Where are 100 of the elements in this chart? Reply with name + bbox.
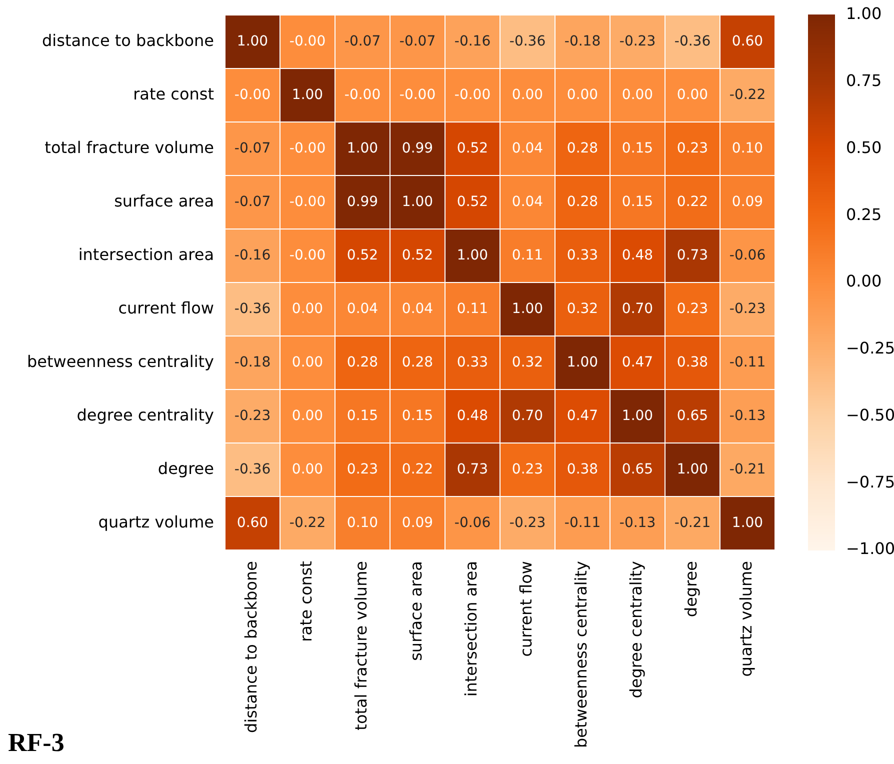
data-label: -0.16: [454, 33, 491, 50]
data-label: 0.32: [512, 354, 544, 370]
data-label: 0.47: [566, 408, 598, 424]
data-label: 0.23: [676, 140, 708, 156]
data-label: 0.70: [512, 408, 544, 424]
data-label: -0.13: [619, 514, 656, 531]
data-label: -0.07: [234, 194, 271, 210]
data-label: 0.38: [566, 461, 598, 478]
data-label: 0.04: [512, 194, 544, 210]
data-label: 1.00: [292, 86, 324, 103]
data-label: 0.04: [402, 300, 434, 317]
x-tick-label: rate const: [296, 561, 316, 642]
x-tick-label: intersection area: [462, 561, 481, 697]
x-tick-label: quartz volume: [736, 561, 756, 677]
data-label: -0.11: [564, 514, 601, 531]
data-label: 0.99: [402, 140, 434, 156]
data-label: 1.00: [676, 461, 708, 478]
data-label: -0.00: [234, 86, 271, 103]
color-bar-label: 0.50: [846, 138, 882, 157]
data-label: 0.00: [292, 354, 324, 370]
data-label: -0.00: [344, 86, 381, 103]
data-label: 0.00: [292, 461, 324, 478]
data-label: 0.28: [566, 194, 598, 210]
color-bar-label: 0.75: [846, 71, 882, 90]
data-label: 0.52: [402, 247, 434, 264]
data-label: 0.73: [456, 461, 488, 478]
data-label: 1.00: [346, 140, 378, 156]
data-label: 0.99: [346, 194, 378, 210]
color-bar-label: −0.75: [846, 472, 894, 492]
data-label: -0.11: [729, 354, 766, 370]
data-label: 0.22: [402, 461, 434, 478]
y-tick-label: betweenness centrality: [27, 352, 214, 371]
data-label: 0.28: [346, 354, 378, 370]
data-label: 0.00: [676, 86, 708, 103]
data-label: 0.52: [456, 194, 488, 210]
data-label: -0.06: [454, 514, 491, 531]
data-label: 0.15: [346, 408, 378, 424]
data-label: 0.09: [732, 194, 764, 210]
data-label: 0.28: [402, 354, 434, 370]
color-bar-label: 1.00: [846, 4, 882, 24]
data-label: 0.15: [622, 140, 654, 156]
data-label: 0.60: [732, 33, 764, 50]
data-label: -0.07: [234, 140, 271, 156]
data-label: 0.00: [622, 86, 654, 103]
y-tick-label: intersection area: [78, 244, 214, 264]
y-tick-label: quartz volume: [98, 512, 214, 532]
color-bar-label: 0.00: [846, 272, 882, 291]
data-label: -0.00: [289, 33, 326, 50]
data-label: 0.33: [566, 247, 598, 264]
data-label: -0.06: [729, 247, 766, 264]
y-tick-label: rate const: [133, 84, 214, 104]
data-label: -0.18: [564, 33, 601, 50]
data-label: 0.04: [512, 140, 544, 156]
x-tick-label: degree: [682, 561, 701, 618]
data-label: 0.33: [456, 354, 488, 370]
data-label: 0.09: [402, 514, 434, 531]
color-bar-label: −0.50: [846, 405, 894, 424]
data-label: 0.70: [622, 300, 654, 317]
data-label: 0.00: [512, 86, 544, 103]
data-label: -0.36: [674, 33, 711, 50]
data-label: 0.48: [622, 247, 654, 264]
data-label: -0.36: [234, 300, 271, 317]
x-tick-label: current flow: [516, 561, 536, 657]
data-label: 1.00: [512, 300, 544, 317]
data-label: -0.18: [234, 354, 271, 370]
y-tick-label: current flow: [118, 298, 214, 318]
y-tick-label: distance to backbone: [42, 30, 214, 50]
data-label: 0.00: [292, 408, 324, 424]
data-label: 0.15: [622, 194, 654, 210]
x-tick-label: degree centrality: [626, 561, 646, 698]
data-label: 0.65: [676, 408, 708, 424]
color-bar-label: −0.25: [846, 338, 894, 358]
data-label: 0.65: [622, 461, 654, 478]
data-label: 0.10: [732, 140, 764, 156]
data-label: 0.10: [346, 514, 378, 531]
data-label: 0.00: [292, 300, 324, 317]
data-label: 0.11: [456, 300, 488, 317]
data-label: -0.07: [344, 33, 381, 50]
data-label: -0.00: [289, 247, 326, 264]
data-label: 0.04: [346, 300, 378, 317]
data-label: 0.48: [456, 408, 488, 424]
data-label: -0.00: [454, 86, 491, 103]
x-tick-label: total fracture volume: [352, 561, 371, 730]
data-label: 0.52: [346, 247, 378, 264]
data-label: 0.38: [676, 354, 708, 370]
data-label: -0.23: [234, 408, 271, 424]
x-tick-label: betweenness centrality: [572, 561, 591, 748]
data-label: 0.11: [512, 247, 544, 264]
data-label: 0.60: [236, 514, 268, 531]
data-label: -0.36: [509, 33, 546, 50]
data-label: -0.00: [289, 140, 326, 156]
data-label: 1.00: [622, 408, 654, 424]
data-label: -0.36: [234, 461, 271, 478]
data-label: -0.21: [729, 461, 766, 478]
y-tick-label: surface area: [114, 191, 214, 210]
data-label: -0.13: [729, 408, 766, 424]
data-label: -0.23: [729, 300, 766, 317]
data-label: 1.00: [402, 194, 434, 210]
data-label: -0.16: [234, 247, 271, 264]
data-label: -0.00: [399, 86, 436, 103]
